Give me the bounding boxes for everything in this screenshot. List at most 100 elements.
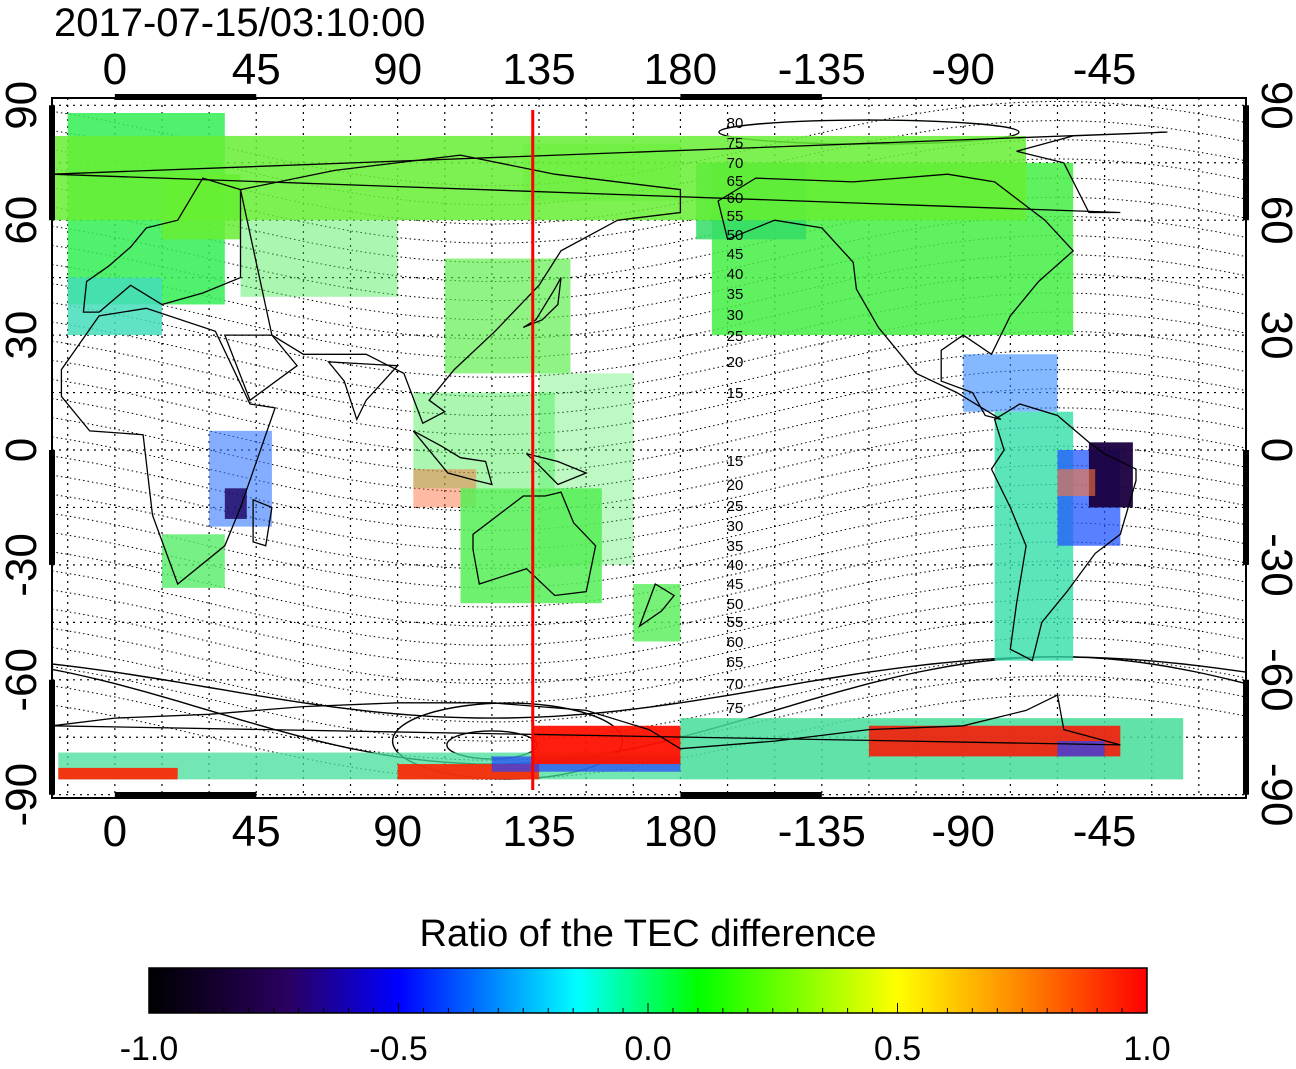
map-panel: 8075706560555045403530252015152025303540… xyxy=(49,94,1249,799)
right-latitude-axis: 90 60 30 0 -30 -60 -90 xyxy=(1252,81,1296,827)
contour-label: 60 xyxy=(727,634,744,651)
colorbar-ticks: -1.0 -0.5 0.0 0.5 1.0 xyxy=(120,1003,1171,1068)
contour-label: 45 xyxy=(727,576,744,593)
contour-label: 75 xyxy=(727,700,744,717)
coastline-greenland xyxy=(52,131,1168,214)
top-longitude-label: -45 xyxy=(1073,45,1137,94)
right-latitude-label: 60 xyxy=(1252,196,1296,245)
tec-patch-south-red-left xyxy=(58,767,178,780)
magnetic-latitude-contour xyxy=(52,675,1246,761)
colorbar: Ratio of the TEC difference -1.0 -0.5 0.0 0… xyxy=(120,913,1171,1068)
axis-tick-bar xyxy=(49,105,55,221)
left-latitude-label: 90 xyxy=(0,81,46,130)
colorbar-title: Ratio of the TEC difference xyxy=(420,913,877,955)
axis-tick-bar xyxy=(680,94,822,100)
contour-label: 20 xyxy=(727,477,744,494)
magnetic-latitude-contour xyxy=(52,254,1246,340)
contour-label: 40 xyxy=(727,557,744,574)
bottom-longitude-label: 180 xyxy=(644,807,717,856)
magnetic-latitude-contour xyxy=(52,215,1246,302)
tec-patch-southeast-asia xyxy=(413,392,555,489)
tec-patch-asia xyxy=(240,220,398,297)
axis-tick-bar xyxy=(49,450,55,565)
magnetic-latitude-contour xyxy=(52,560,1246,646)
colorbar-tick-label: 1.0 xyxy=(1123,1030,1170,1064)
bottom-longitude-label: 90 xyxy=(373,807,422,856)
axis-tick-bar xyxy=(114,94,257,100)
magnetic-latitude-contour xyxy=(52,273,1246,359)
contour-label: 35 xyxy=(727,538,744,555)
right-latitude-label: 30 xyxy=(1252,311,1296,360)
bottom-longitude-label: -45 xyxy=(1073,807,1137,856)
figure-title: 2017-07-15/03:10:00 xyxy=(54,1,425,45)
coastline-new-zealand xyxy=(638,583,676,628)
top-longitude-label: -135 xyxy=(778,45,866,94)
tec-patch-europe-cyan xyxy=(67,277,162,336)
tec-patch-greenland xyxy=(52,135,1027,221)
axis-tick-bar xyxy=(1243,450,1249,565)
top-longitude-label: 90 xyxy=(373,45,422,94)
axis-tick-bar xyxy=(680,792,822,798)
right-latitude-label: -60 xyxy=(1252,648,1296,712)
left-latitude-label: 0 xyxy=(0,438,46,462)
contour-label: 60 xyxy=(727,190,744,207)
coastline-south-america xyxy=(990,403,1137,662)
contour-label: 15 xyxy=(727,453,744,470)
tec-patch-east-asia xyxy=(444,258,571,374)
contour-label: 55 xyxy=(727,614,744,631)
bottom-longitude-axis: 0 45 90 135 180 -135 -90 -45 xyxy=(103,807,1137,856)
right-latitude-label: -30 xyxy=(1252,533,1296,597)
colorbar-tick-label: -0.5 xyxy=(369,1030,428,1064)
colorbar-tick-label: 0.0 xyxy=(624,1030,671,1064)
contour-label: 55 xyxy=(727,208,744,225)
coastlines xyxy=(52,131,1168,750)
left-latitude-label: 30 xyxy=(0,311,46,360)
axis-tick-bar xyxy=(1243,679,1249,795)
coastline-arabia xyxy=(223,334,299,402)
magnetic-latitude-contour xyxy=(52,292,1246,378)
bottom-longitude-label: 45 xyxy=(232,807,281,856)
bottom-longitude-label: 135 xyxy=(502,807,575,856)
magnetic-latitude-contour xyxy=(52,177,1246,263)
top-longitude-label: 0 xyxy=(103,45,127,94)
axis-tick-bar xyxy=(49,679,55,795)
tec-patch-africa-dark xyxy=(224,488,247,519)
contour-label: 15 xyxy=(727,385,744,402)
magnetic-latitude-contour xyxy=(52,598,1246,685)
left-latitude-label: -60 xyxy=(0,648,46,712)
coastline-new-guinea xyxy=(526,453,588,486)
coastline-africa xyxy=(60,307,276,586)
colorbar-tick-label: 0.5 xyxy=(874,1030,921,1064)
contour-label: 50 xyxy=(727,227,744,244)
contour-label: 40 xyxy=(727,266,744,283)
magnetic-latitude-contour xyxy=(52,694,1246,780)
magnetic-latitude-contour xyxy=(52,617,1246,704)
magnetic-latitude-contour xyxy=(52,311,1246,397)
left-latitude-label: 60 xyxy=(0,196,46,245)
axis-tick-bar xyxy=(114,792,257,798)
tec-patch-australia xyxy=(460,488,602,604)
contour-label: 75 xyxy=(727,135,744,152)
magnetic-latitude-contour xyxy=(52,349,1246,436)
magnetic-latitude-contour xyxy=(52,522,1246,608)
magnetic-latitude-contour xyxy=(52,637,1246,723)
magnetic-latitude-contour xyxy=(52,503,1246,589)
coastline-japan xyxy=(522,277,562,329)
tec-patch-brazil-dark xyxy=(1088,442,1133,508)
coastline-europe xyxy=(82,177,242,313)
tec-data-patches xyxy=(52,112,1184,780)
colorbar-tick-label: -1.0 xyxy=(120,1030,179,1064)
magnetic-latitude-contour xyxy=(52,483,1246,570)
contour-label: 50 xyxy=(727,596,744,613)
coastline-indonesia xyxy=(412,430,493,486)
coastline-antarctica xyxy=(52,694,1121,750)
top-longitude-label: 180 xyxy=(644,45,717,94)
coastline-madagascar xyxy=(252,498,273,547)
contour-label: 70 xyxy=(727,155,744,172)
magnetic-latitude-contour xyxy=(52,656,1246,742)
tec-patch-southern-africa xyxy=(161,534,225,588)
contour-label: 35 xyxy=(727,286,744,303)
coastline-north-america xyxy=(717,173,1075,421)
bottom-longitude-label: -90 xyxy=(931,807,995,856)
